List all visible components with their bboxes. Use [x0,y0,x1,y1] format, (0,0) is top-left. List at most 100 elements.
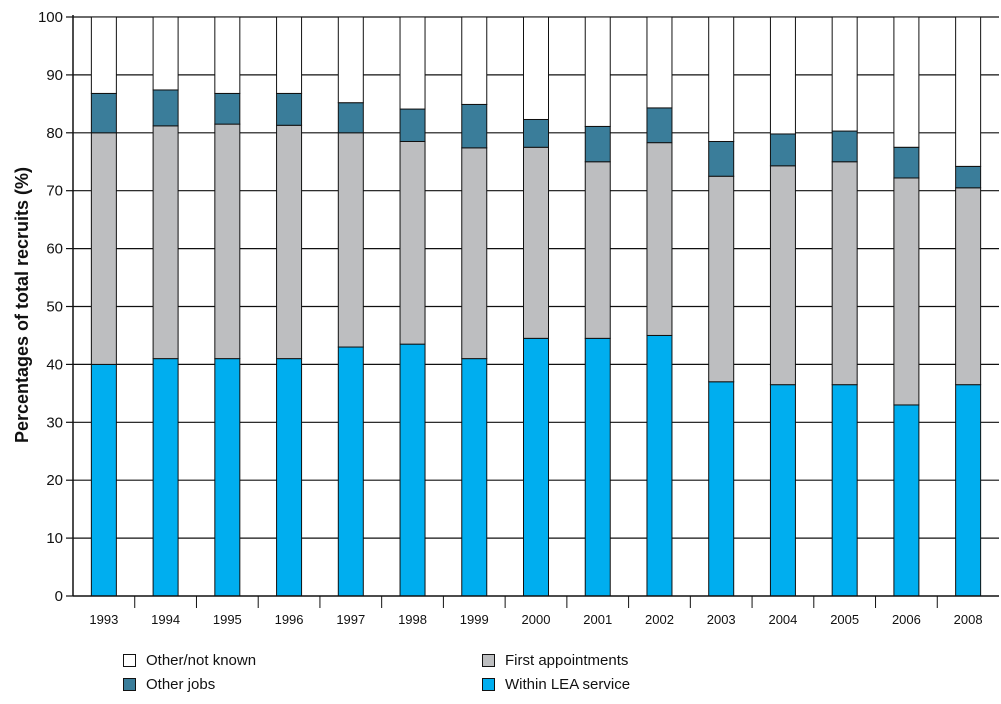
y-tick-label: 90 [46,67,63,84]
bar-segment-within-lea-service [337,346,364,597]
x-tick-label: 2001 [583,612,612,627]
bar-segment-first-appointments [708,175,735,383]
legend-label-other-jobs: Other jobs [146,676,216,693]
x-tick-label: 1993 [89,612,118,627]
bar-segment-other-jobs [955,165,982,189]
bar-segment-other-jobs [769,133,796,167]
bar-segment-first-appointments [214,123,241,360]
bar-segment-within-lea-service [831,384,858,597]
bar-segment-other-not-known [523,16,549,120]
bar-segment-within-lea-service [893,404,920,597]
bar-segment-within-lea-service [955,384,982,597]
x-tick-label: 2004 [768,612,797,627]
bar-segment-first-appointments [276,124,303,360]
legend-item-within-lea-service: Within LEA service [482,676,630,693]
axes: 0 10 20 30 40 50 60 70 80 90 100 1993 1994 1995 1996 19… [38,9,999,627]
bar-segment-other-jobs [584,125,611,163]
bar-segment-other-jobs [831,130,858,163]
bar-segment-other-not-known [90,16,117,94]
bar-segment-within-lea-service [584,337,611,597]
x-tick-label: 1994 [151,612,180,627]
legend-swatch-within-lea-service [482,678,495,691]
y-tick-label: 0 [55,588,63,605]
bar-segment-within-lea-service [769,384,796,597]
bar-segment-first-appointments [461,147,488,360]
y-tick-label: 50 [46,299,63,316]
bar-segment-within-lea-service [214,358,241,597]
bar-segment-other-not-known [337,16,364,104]
bar-segment-other-not-known [831,16,858,132]
bar-segment-within-lea-service [461,358,488,597]
bar-segment-other-jobs [276,92,303,126]
bar-segment-first-appointments [955,187,982,386]
bar-segment-first-appointments [584,161,611,339]
bar-segment-other-jobs [214,92,241,125]
bar-segment-first-appointments [337,132,364,348]
y-tick-label: 80 [46,125,63,142]
x-tick-label: 1995 [213,612,242,627]
bar-segment-within-lea-service [646,334,673,597]
bar-segment-within-lea-service [276,358,303,597]
x-tick-label: 2003 [707,612,736,627]
x-tick-label: 1998 [398,612,427,627]
legend-item-first-appointments: First appointments [482,652,628,669]
x-tick-label: 2006 [892,612,921,627]
bar-segment-within-lea-service [152,358,179,597]
bar-segment-other-not-known [955,16,982,167]
bar-segment-other-not-known [461,16,488,105]
bar-segment-other-jobs [893,146,920,179]
bar-segment-other-not-known [769,16,796,135]
y-axis-label: Percentages of total recruits (%) [12,167,32,443]
legend-item-other-not-known: Other/not known [123,652,256,669]
bar-segment-first-appointments [893,177,920,406]
bar-segment-other-jobs [708,140,735,177]
bar-segment-other-not-known [584,16,611,127]
bar-segment-other-jobs [337,102,364,134]
y-tick-label: 70 [46,183,63,200]
bar-segment-other-not-known [399,16,426,110]
bar-segment-other-jobs [523,118,549,148]
y-tick-label: 20 [46,472,63,489]
bar-segment-other-not-known [646,16,673,109]
y-tick-label: 40 [46,356,63,373]
y-tick-label: 10 [46,530,63,547]
bar-segment-other-not-known [152,16,179,91]
bar-segment-within-lea-service [90,363,117,597]
x-tick-label: 1996 [275,612,304,627]
bar-segment-first-appointments [399,140,426,345]
x-tick-label: 2002 [645,612,674,627]
bar-segment-within-lea-service [399,343,426,597]
y-tick-label: 100 [38,9,63,26]
x-tick-label: 2008 [954,612,983,627]
bar-segment-first-appointments [152,125,179,360]
bar-segment-within-lea-service [708,381,735,597]
legend-label-other-not-known: Other/not known [146,652,257,669]
bar-segment-other-not-known [276,16,303,94]
legend-label-first-appointments: First appointments [505,652,629,669]
y-tick-label: 30 [46,414,63,431]
stacked-bar-chart: 0 10 20 30 40 50 60 70 80 90 100 1993 1994 1995 1996 19… [12,9,999,627]
bar-segment-first-appointments [831,161,858,386]
bars [90,16,982,597]
x-tick-label: 2000 [522,612,551,627]
y-tick-label: 60 [46,241,63,258]
x-tick-label: 1997 [336,612,365,627]
bar-segment-first-appointments [90,132,117,365]
bar-segment-other-not-known [708,16,735,142]
x-tick-label: 2005 [830,612,859,627]
bar-segment-other-jobs [152,89,179,127]
x-tick-label: 1999 [460,612,489,627]
legend-swatch-other-not-known [123,654,136,667]
bar-segment-first-appointments [769,165,796,386]
bar-segment-within-lea-service [523,337,549,597]
bar-segment-other-jobs [399,108,426,142]
bar-segment-first-appointments [523,146,549,339]
bar-segment-other-jobs [646,107,673,144]
bar-segment-other-jobs [461,103,488,149]
bar-segment-other-not-known [214,16,241,94]
bar-segment-first-appointments [646,142,673,336]
bar-segment-other-not-known [893,16,920,148]
bar-segment-other-jobs [90,92,117,134]
legend-label-within-lea-service: Within LEA service [505,676,631,693]
legend-swatch-other-jobs [123,678,136,691]
